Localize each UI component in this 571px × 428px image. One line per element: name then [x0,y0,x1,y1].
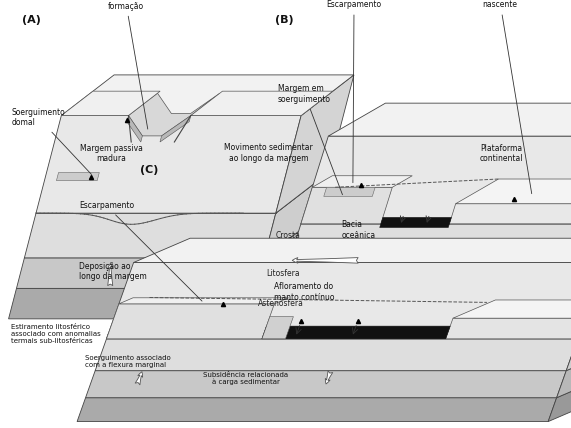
Polygon shape [557,346,571,398]
Polygon shape [191,91,333,116]
Polygon shape [128,93,220,136]
Text: Soerguimento associado
com a flexura marginal: Soerguimento associado com a flexura mar… [85,355,170,368]
Polygon shape [106,304,275,339]
Text: Astenosfera: Astenosfera [258,299,304,308]
Text: Deposição ao
longo da margem: Deposição ao longo da margem [79,262,147,281]
Polygon shape [127,116,142,142]
Polygon shape [9,288,256,319]
Polygon shape [301,136,571,224]
Polygon shape [95,334,571,371]
Text: Crosta: Crosta [276,231,300,240]
Polygon shape [271,291,565,319]
Text: Margem em
soerguimento: Margem em soerguimento [278,84,343,195]
Text: Escarpamento: Escarpamento [327,0,381,183]
Polygon shape [248,248,309,319]
Polygon shape [456,179,571,204]
Text: Rifte em
formação: Rifte em formação [107,0,148,129]
Polygon shape [565,231,571,291]
Polygon shape [106,315,571,339]
Text: Movimento sedimentar
ao longo da margem: Movimento sedimentar ao longo da margem [224,143,313,163]
Text: Bacia
oceânica: Bacia oceânica [341,220,376,240]
Polygon shape [119,298,288,304]
Text: Escarpamento: Escarpamento [79,201,202,301]
Polygon shape [17,258,264,288]
Polygon shape [134,238,571,262]
Polygon shape [86,371,566,398]
Polygon shape [61,75,354,116]
Polygon shape [380,217,451,228]
Text: Margem passiva
madura: Margem passiva madura [80,144,143,163]
Text: (B): (B) [275,15,294,25]
Polygon shape [449,204,571,224]
Polygon shape [36,116,301,213]
Text: Plataforma
continental: Plataforma continental [480,144,523,163]
Polygon shape [280,264,571,291]
Polygon shape [301,187,392,224]
Polygon shape [160,116,191,142]
Polygon shape [264,172,328,258]
Polygon shape [557,259,571,319]
Polygon shape [25,213,276,258]
Text: Subsidência relacionada
à carga sedimentar: Subsidência relacionada à carga sediment… [203,372,288,385]
Text: (A): (A) [22,15,41,25]
Polygon shape [328,103,571,136]
Polygon shape [77,398,557,422]
Text: Afloramento do
manto contínuo: Afloramento do manto contínuo [274,282,335,302]
Polygon shape [566,310,571,371]
Polygon shape [262,326,450,339]
Polygon shape [106,262,571,339]
Polygon shape [256,217,317,288]
Text: Estiramento litosférico
associado com anomalias
termais sub-litosféricas: Estiramento litosférico associado com an… [11,324,101,345]
Polygon shape [548,374,571,422]
Text: Soerguimento
domal: Soerguimento domal [11,108,91,175]
Polygon shape [57,172,99,181]
Text: Litosfera: Litosfera [266,269,300,278]
Polygon shape [453,300,571,318]
Polygon shape [36,172,328,213]
Polygon shape [276,75,354,213]
Polygon shape [301,191,571,224]
Polygon shape [445,318,571,339]
Polygon shape [61,91,160,116]
Polygon shape [262,317,293,339]
Polygon shape [288,224,571,264]
Polygon shape [324,187,375,196]
Polygon shape [312,176,412,187]
Text: Margem passiva
nascente: Margem passiva nascente [468,0,532,194]
Text: (C): (C) [140,165,158,175]
